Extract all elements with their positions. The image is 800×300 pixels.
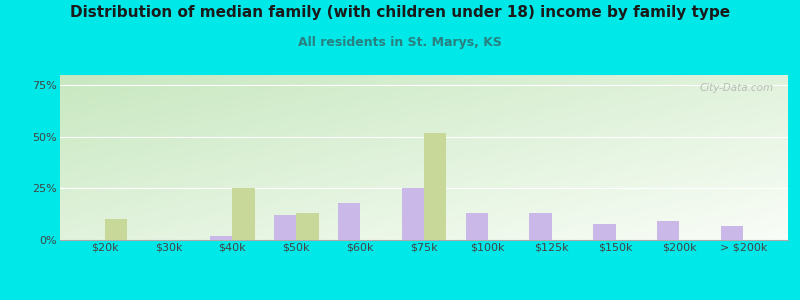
Bar [721,226,743,240]
Bar [424,133,446,240]
Bar [274,215,296,240]
Text: Distribution of median family (with children under 18) income by family type: Distribution of median family (with chil… [70,4,730,20]
Bar [594,224,615,240]
Bar [233,188,254,240]
Bar [657,221,679,240]
Bar [296,213,318,240]
Bar [466,213,488,240]
Bar [105,219,127,240]
Bar [338,203,360,240]
Bar [530,213,552,240]
Text: City-Data.com: City-Data.com [699,83,774,93]
Bar [402,188,424,240]
Bar [210,236,233,240]
Text: All residents in St. Marys, KS: All residents in St. Marys, KS [298,36,502,49]
